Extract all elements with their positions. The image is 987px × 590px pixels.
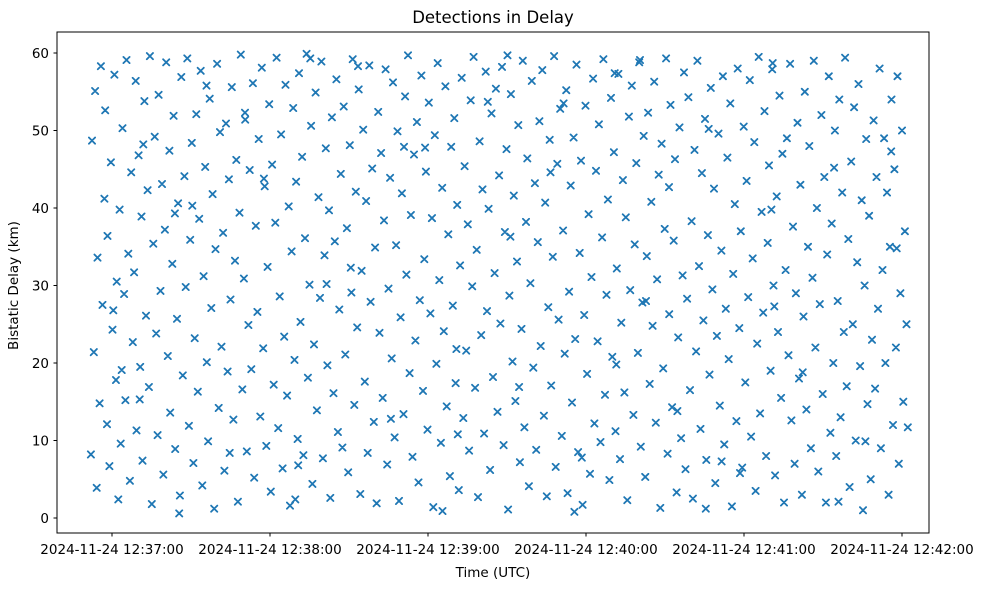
chart-title: Detections in Delay (412, 8, 574, 27)
scatter-points (86, 49, 912, 518)
x-tick-label: 2024-11-24 12:42:00 (830, 542, 973, 558)
x-axis-label: Time (UTC) (455, 565, 531, 581)
y-tick-label: 30 (32, 278, 49, 294)
y-tick-label: 20 (32, 356, 49, 372)
y-axis-ticks: 0 10 20 30 40 50 60 (32, 46, 57, 527)
x-tick-label: 2024-11-24 12:37:00 (40, 542, 183, 558)
y-tick-label: 0 (40, 511, 49, 527)
x-axis-ticks: 2024-11-24 12:37:00 2024-11-24 12:38:00 20… (40, 533, 974, 558)
x-tick-label: 2024-11-24 12:41:00 (672, 542, 815, 558)
x-tick-label: 2024-11-24 12:38:00 (198, 542, 341, 558)
y-tick-label: 50 (32, 123, 49, 139)
plot-frame (56, 31, 930, 534)
y-axis-label: Bistatic Delay (km) (6, 221, 22, 350)
x-tick-label: 2024-11-24 12:40:00 (514, 542, 657, 558)
y-tick-label: 10 (32, 433, 49, 449)
y-tick-label: 40 (32, 201, 49, 217)
x-tick-label: 2024-11-24 12:39:00 (356, 542, 499, 558)
y-tick-label: 60 (32, 46, 49, 62)
